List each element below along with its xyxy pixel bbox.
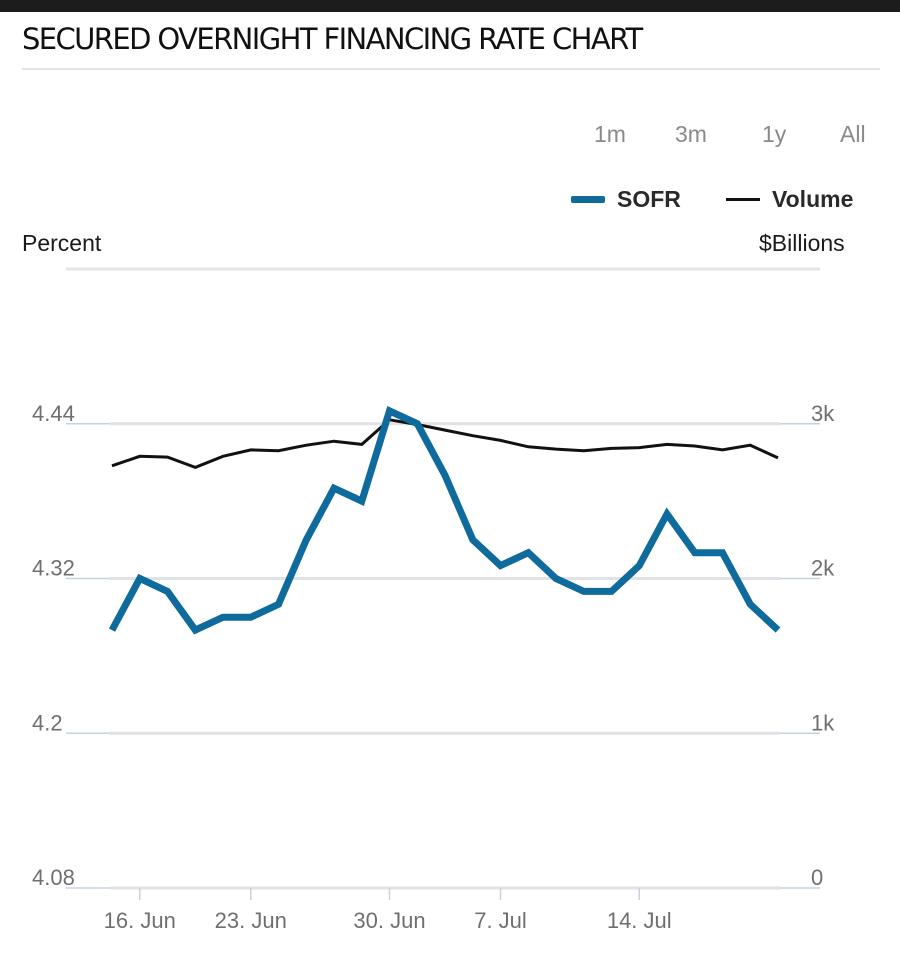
right-axis-unit: $Billions xyxy=(759,230,845,256)
top-bar xyxy=(0,0,900,12)
range-all-button[interactable]: All xyxy=(840,121,866,147)
right-tick-label: 1k xyxy=(811,710,835,735)
range-1m-button[interactable]: 1m xyxy=(594,121,626,147)
legend-item-volume[interactable]: Volume xyxy=(726,184,853,214)
sofr-legend-label: SOFR xyxy=(617,185,681,212)
x-tick-label: 14. Jul xyxy=(607,908,672,933)
left-axis-unit: Percent xyxy=(22,230,102,256)
left-tick-label: 4.44 xyxy=(32,401,75,426)
sofr-legend-swatch xyxy=(571,195,605,203)
range-1y-button[interactable]: 1y xyxy=(762,121,787,147)
x-tick-label: 16. Jun xyxy=(104,908,176,933)
x-tick-label: 7. Jul xyxy=(474,908,527,933)
right-tick-label: 3k xyxy=(811,401,835,426)
left-tick-label: 4.32 xyxy=(32,556,75,581)
volume-legend-swatch xyxy=(726,197,760,201)
volume-legend-label: Volume xyxy=(772,185,854,212)
range-3m-button[interactable]: 3m xyxy=(675,121,707,147)
left-tick-label: 4.2 xyxy=(32,710,63,735)
x-tick-label: 23. Jun xyxy=(215,908,287,933)
title-divider xyxy=(22,68,880,70)
page-title: SECURED OVERNIGHT FINANCING RATE CHART xyxy=(22,22,643,56)
x-tick-label: 30. Jun xyxy=(353,908,425,933)
volume-series-line xyxy=(111,418,779,470)
right-tick-label: 2k xyxy=(811,556,835,581)
left-tick-label: 4.08 xyxy=(32,865,75,890)
legend-item-sofr[interactable]: SOFR xyxy=(571,184,681,214)
right-tick-label: 0 xyxy=(811,865,823,890)
chart-plot: 4.08 4.2 4.32 4.44 0 1k 2k 3k 16. Jun 23. Jun 30. … xyxy=(32,267,835,933)
sofr-series-line xyxy=(108,406,781,635)
